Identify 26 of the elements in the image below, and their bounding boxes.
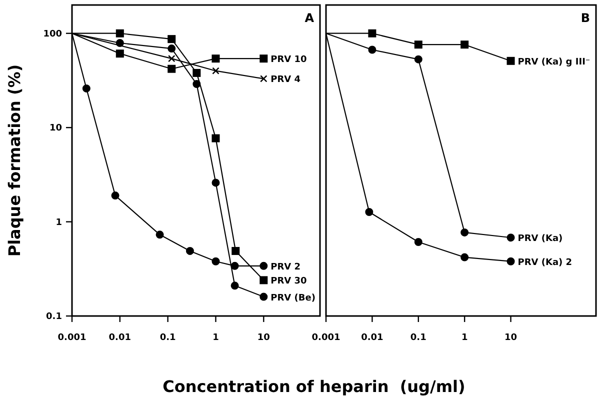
x-tick-label: 1 (461, 333, 468, 343)
series-label: PRV 30 (270, 276, 307, 287)
x-tick-label: 10 (504, 333, 518, 343)
y-axis-title: Plaque formation (%) (5, 64, 24, 257)
text: A (304, 11, 315, 25)
y-tick-label: 0.1 (46, 312, 62, 322)
x-tick-label: 0.001 (312, 333, 340, 343)
series-label: PRV (Ka) g III⁻ (518, 57, 590, 68)
x-tick-label: 0.1 (160, 333, 176, 343)
series-label: PRV 2 (270, 262, 301, 272)
x-tick-label: 1 (212, 333, 219, 343)
series-label: PRV (Ka) (518, 234, 563, 244)
y-tick-label: 1 (56, 218, 62, 228)
series-label: PRV (Be) (270, 293, 316, 304)
x-tick-label: 0.01 (361, 333, 384, 343)
series-label: PRV 10 (270, 55, 307, 66)
x-axis-title: Concentration of heparin (ug/ml) (162, 377, 466, 396)
text: B (580, 11, 590, 25)
x-tick-label: 10 (257, 333, 270, 343)
x-tick-label: 0.01 (108, 333, 132, 343)
x-tick-label: 0.001 (58, 333, 86, 343)
series-label: PRV 4 (270, 75, 301, 86)
series-label: PRV (Ka) 2 (518, 258, 572, 268)
y-tick-label: 10 (49, 124, 62, 134)
y-tick-label: 100 (43, 29, 62, 40)
x-tick-label: 0.1 (410, 333, 426, 343)
